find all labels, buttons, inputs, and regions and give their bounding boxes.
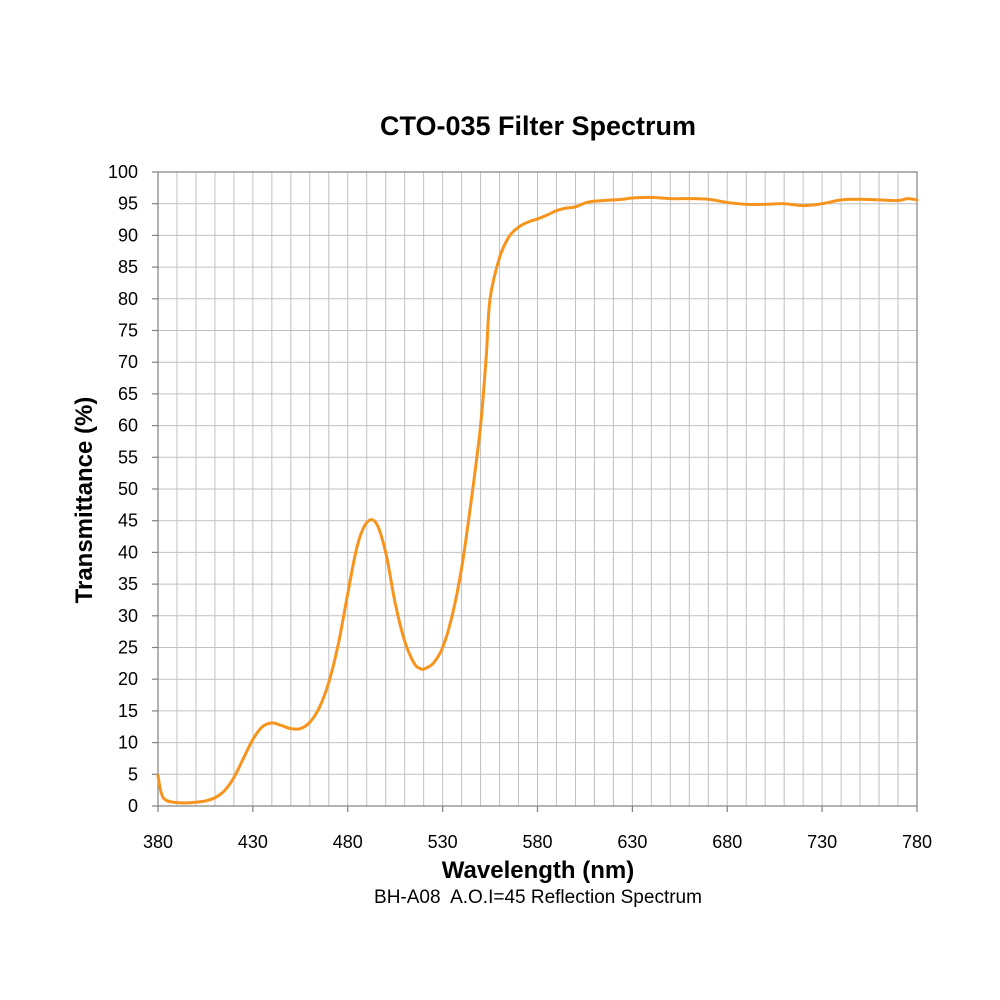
chart-footnote: BH-A08 A.O.I=45 Reflection Spectrum [374,887,702,908]
axis-ticks: 380 430 480 530 580 630 680 730 780 0 5 10 15 20 25 30 3… [108,162,932,852]
chart-title: CTO-035 Filter Spectrum [380,111,696,141]
y-tick-label: 35 [118,574,138,594]
y-tick-label: 95 [118,194,138,214]
x-tick-label: 730 [807,832,837,852]
x-tick-label: 530 [428,832,458,852]
y-tick-label: 15 [118,701,138,721]
transmittance-line [156,195,919,805]
y-tick-label: 50 [118,479,138,499]
x-tick-label: 480 [333,832,363,852]
y-axis-title: Transmittance (%) [71,397,98,604]
y-tick-label: 70 [118,352,138,372]
y-tick-label: 65 [118,384,138,404]
y-tick-label: 5 [128,764,138,784]
y-tick-label: 40 [118,542,138,562]
y-tick-label: 90 [118,225,138,245]
y-tick-label: 85 [118,257,138,277]
x-tick-label: 430 [238,832,268,852]
y-tick-label: 0 [128,796,138,816]
x-tick-label: 680 [712,832,742,852]
x-tick-label: 580 [522,832,552,852]
x-tick-label: 380 [143,832,173,852]
x-axis-title: Wavelength (nm) [442,857,634,884]
x-tick-label: 630 [617,832,647,852]
y-tick-label: 25 [118,638,138,658]
y-tick-label: 60 [118,416,138,436]
y-tick-label: 30 [118,606,138,626]
y-tick-label: 100 [108,162,138,182]
y-tick-label: 10 [118,733,138,753]
y-tick-label: 55 [118,447,138,467]
y-tick-label: 20 [118,669,138,689]
x-tick-label: 780 [902,832,932,852]
y-tick-label: 45 [118,511,138,531]
y-tick-label: 75 [118,321,138,341]
y-tick-label: 80 [118,289,138,309]
grid-lines [158,172,917,806]
